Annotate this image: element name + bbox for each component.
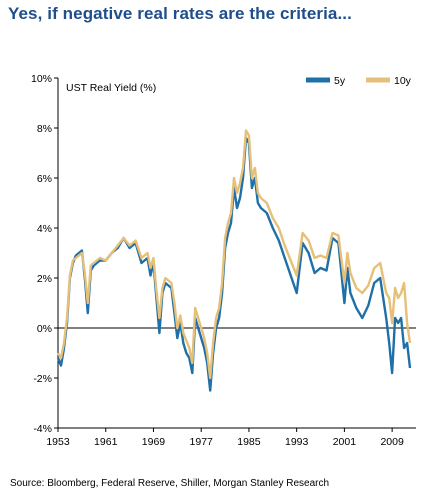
y-axis-ticks: -4% -2% 0% 2% 4% 6% 8% 10% [31, 73, 58, 435]
legend-label-10y: 10y [394, 75, 412, 87]
y-tick-label: -2% [33, 373, 52, 385]
y-tick-label: 4% [37, 223, 52, 235]
x-tick-label: 1961 [94, 436, 118, 448]
x-tick-label: 2009 [380, 436, 404, 448]
y-tick-label: 8% [37, 123, 52, 135]
series-line-5y [56, 136, 412, 392]
x-tick-label: 1993 [285, 436, 309, 448]
legend-label-5y: 5y [334, 75, 346, 87]
y-tick-label: -4% [33, 423, 52, 435]
x-tick-label: 2001 [333, 436, 357, 448]
chart-title: Yes, if negative real rates are the crit… [8, 4, 352, 23]
y-tick-label: 2% [37, 273, 52, 285]
x-axis-ticks: 1953 1961 1969 1977 1985 1993 2001 2009 [46, 428, 404, 448]
series-layer [56, 129, 412, 392]
x-tick-label: 1953 [46, 436, 70, 448]
x-tick-label: 1969 [142, 436, 166, 448]
x-tick-label: 1977 [190, 436, 214, 448]
y-tick-label: 6% [37, 173, 52, 185]
source-note: Source: Bloomberg, Federal Reserve, Shil… [10, 478, 330, 489]
x-tick-label: 1985 [237, 436, 261, 448]
legend: 5y 10y [306, 75, 412, 87]
y-axis-label: UST Real Yield (%) [66, 82, 156, 94]
series-line-10y [56, 129, 412, 380]
y-tick-label: 0% [37, 323, 52, 335]
y-tick-label: 10% [31, 73, 52, 85]
